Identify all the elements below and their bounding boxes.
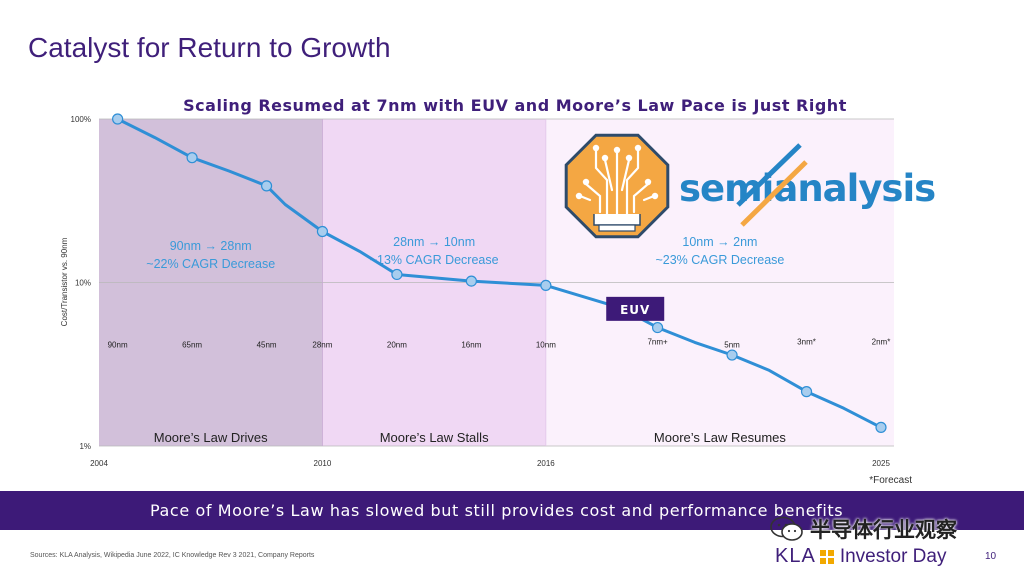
semianalysis-logo-icon <box>564 133 670 239</box>
y-tick-label-1: 100% <box>71 115 91 124</box>
takeaway-banner: Pace of Moore’s Law has slowed but still… <box>0 491 1024 530</box>
node-label-2: 65nm <box>182 341 202 350</box>
node-label-10: 3nm* <box>797 338 816 347</box>
data-point-11 <box>875 421 887 433</box>
data-point-2 <box>186 152 198 164</box>
data-point-3 <box>260 180 273 192</box>
banner-text: Pace of Moore’s Law has slowed but still… <box>150 501 844 520</box>
data-point-4 <box>316 225 329 238</box>
node-label-3: 45nm <box>257 341 277 350</box>
y-tick-label-2: 10% <box>75 279 91 288</box>
x-tick-label-1: 2004 <box>90 459 108 468</box>
region-annotation-2-1: 28nm → 10nm <box>393 235 475 249</box>
cost-per-transistor-chart: 100% 10% 1% 2004 2010 2016 2025 Cost/Transistor… <box>60 113 936 468</box>
data-point-9 <box>726 349 738 361</box>
euv-callout-label: EUV <box>620 303 650 317</box>
region-label-1: Moore’s Law Drives <box>154 430 268 445</box>
semianalysis-wordmark: semianalysis <box>679 167 935 210</box>
node-label-1: 90nm <box>108 341 128 350</box>
data-point-10 <box>800 386 813 398</box>
region-annotation-2-2: ~13% CAGR Decrease <box>370 253 499 267</box>
y-tick-label-3: 1% <box>79 442 91 451</box>
forecast-footnote: *Forecast <box>869 475 912 486</box>
page-number: 10 <box>985 551 997 562</box>
logo-slash-blue <box>736 143 802 207</box>
region-label-3: Moore’s Law Resumes <box>654 430 786 445</box>
region-annotation-1-2: ~22% CAGR Decrease <box>146 257 275 271</box>
sources-note: Sources: KLA Analysis, Wikipedia June 20… <box>30 552 315 559</box>
logo-slash-orange <box>740 160 808 227</box>
region-annotation-3-1: 10nm → 2nm <box>682 235 757 249</box>
node-label-8: 7nm+ <box>647 338 668 347</box>
region-annotation-1-1: 90nm → 28nm <box>170 239 252 253</box>
y-axis-label: Cost/Transistor vs. 90nm <box>60 237 69 326</box>
kla-logo: KLA <box>775 545 816 567</box>
node-label-11: 2nm* <box>872 338 891 347</box>
data-point-5 <box>391 268 403 281</box>
data-point-6 <box>465 275 477 287</box>
slide-title: Catalyst for Return to Growth <box>28 32 391 63</box>
wechat-watermark: 半导体行业观察 <box>770 514 957 544</box>
region-label-2: Moore’s Law Stalls <box>380 430 489 445</box>
watermark-text: 半导体行业观察 <box>810 518 957 542</box>
node-label-4: 28nm <box>312 341 332 350</box>
wechat-icon <box>770 516 803 541</box>
node-label-5: 20nm <box>387 341 407 350</box>
node-label-9: 5nm <box>724 341 740 350</box>
footer-brand: KLA Investor Day <box>775 545 946 568</box>
investor-day-label: Investor Day <box>839 545 947 567</box>
data-point-1 <box>112 113 124 125</box>
kla-plus-icon <box>819 549 834 564</box>
x-tick-label-2: 2010 <box>314 459 332 468</box>
data-point-8 <box>651 321 664 334</box>
chart-title: Scaling Resumed at 7nm with EUV and Moor… <box>183 96 847 115</box>
x-tick-label-4: 2025 <box>872 459 890 468</box>
euv-callout-box <box>606 296 665 321</box>
node-label-6: 16nm <box>461 341 481 350</box>
region-annotation-3-2: ~23% CAGR Decrease <box>655 253 784 267</box>
node-label-7: 10nm <box>536 341 556 350</box>
x-tick-label-3: 2016 <box>537 459 555 468</box>
data-point-7 <box>540 279 552 291</box>
